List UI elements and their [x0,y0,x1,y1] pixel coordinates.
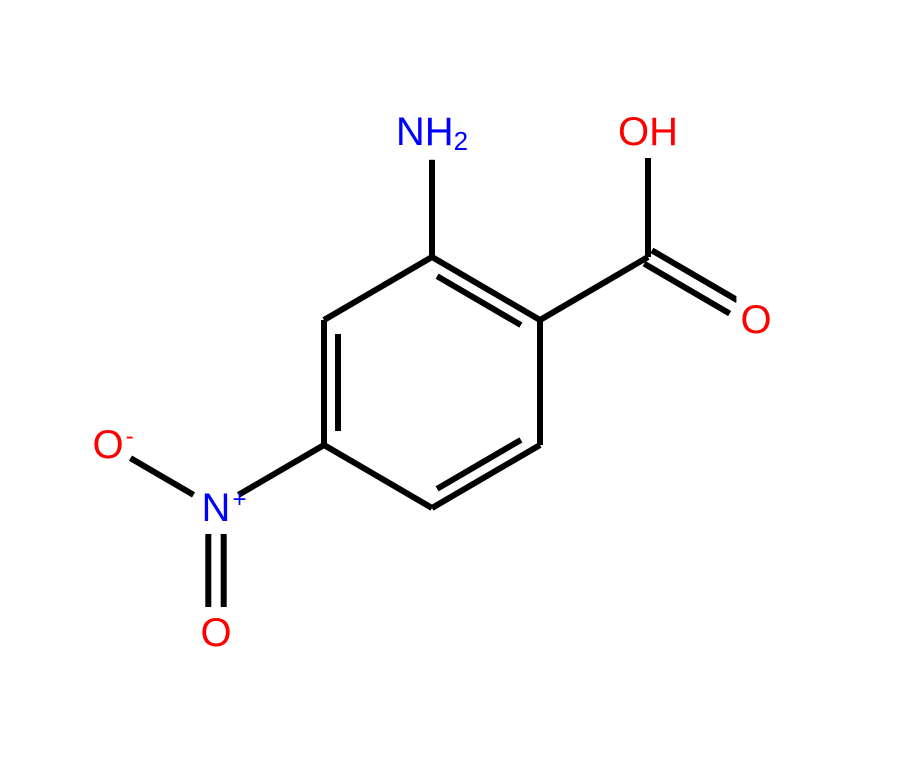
svg-text:O: O [92,423,123,467]
svg-text:+: + [232,486,246,513]
svg-text:O: O [200,611,231,655]
svg-text:O: O [740,298,771,342]
svg-text:OH: OH [618,110,678,154]
svg-text:-: - [126,423,134,450]
molecule-diagram: OOHNH2N+OO- [0,0,897,777]
svg-text:N: N [202,486,231,530]
